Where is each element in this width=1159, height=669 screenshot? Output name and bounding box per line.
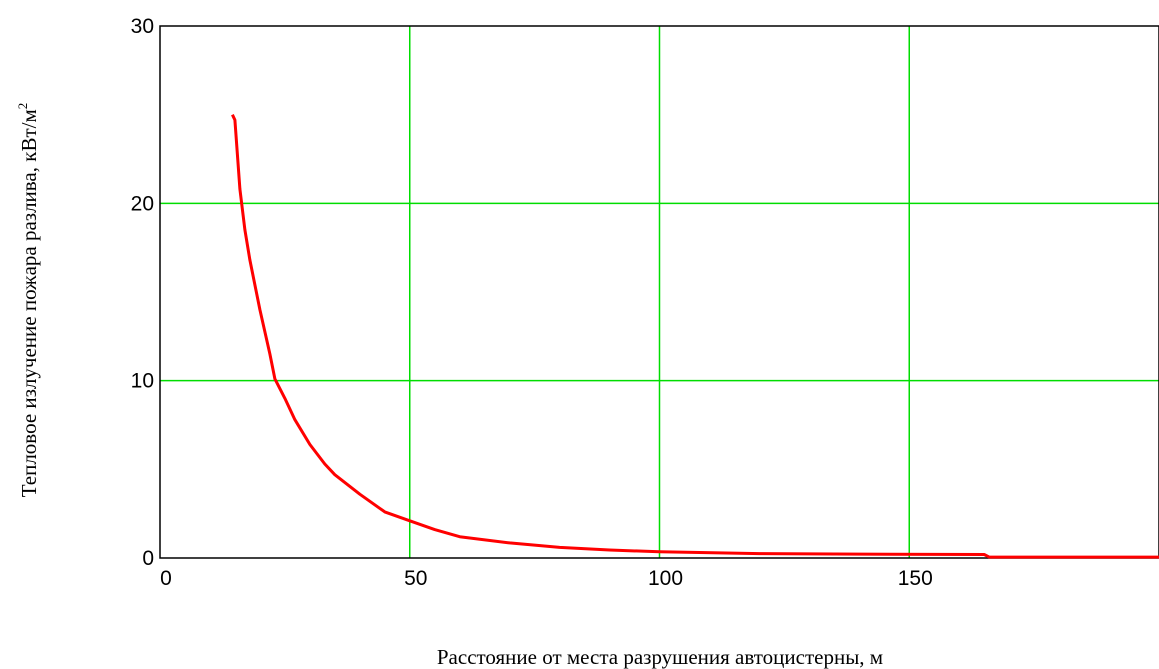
- x-axis-label: Расстояние от места разрушения автоцисте…: [437, 645, 883, 669]
- y-tick-label: 20: [131, 192, 154, 215]
- x-tick-label: 50: [404, 567, 427, 590]
- x-tick-labels: 0 50 100 150: [160, 567, 933, 590]
- x-tick-label: 0: [160, 567, 172, 590]
- x-tick-label: 150: [898, 567, 933, 590]
- grid-lines: [160, 26, 1159, 558]
- plot-frame: [159, 25, 1159, 559]
- y-tick-labels: 0 10 20 30: [131, 15, 154, 570]
- y-axis-label-superscript: 2: [15, 103, 30, 110]
- y-tick-label: 0: [142, 547, 154, 570]
- y-axis-label: Тепловое излучение пожара разлива, кВт/м…: [15, 103, 41, 498]
- series-layer: [231, 114, 1159, 559]
- y-tick-label: 10: [131, 370, 154, 393]
- series-line: [231, 114, 1159, 559]
- y-axis-label-text: Тепловое излучение пожара разлива, кВт/м: [17, 109, 41, 497]
- y-tick-label: 30: [131, 15, 154, 38]
- x-tick-label: 100: [648, 567, 683, 590]
